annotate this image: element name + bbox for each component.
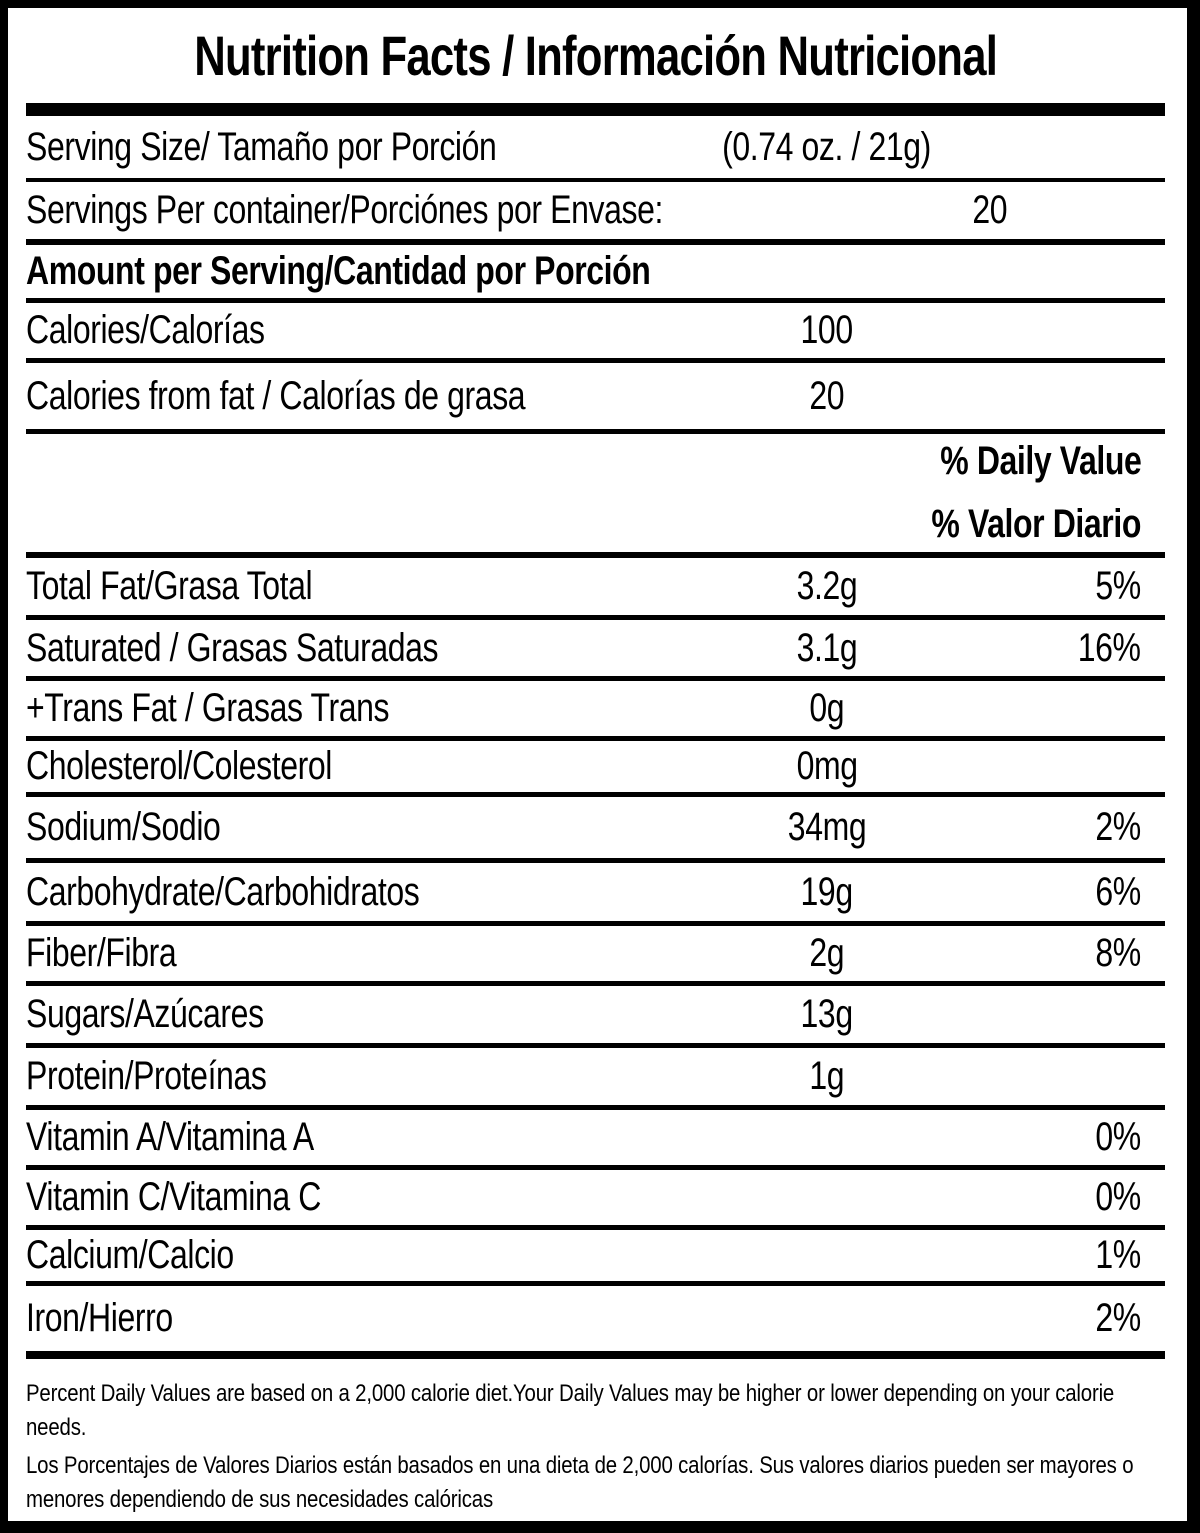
label-title-row: Nutrition Facts / Información Nutriciona… xyxy=(26,8,1165,103)
calories-value-cell: 100 xyxy=(659,308,995,353)
calories-label: Calories/Calorías xyxy=(26,308,265,352)
vitamin-a-label: Vitamin A/Vitamina A xyxy=(26,1115,314,1159)
calories-from-fat-label-cell: Calories from fat / Calorías de grasa xyxy=(26,374,659,419)
sugars-label: Sugars/Azúcares xyxy=(26,992,264,1036)
footnote-english: Percent Daily Values are based on a 2,00… xyxy=(26,1380,1115,1441)
nutrient-row-vitamin-a: Vitamin A/Vitamina A 0% xyxy=(26,1110,1165,1170)
iron-dv: 2% xyxy=(1095,1296,1142,1340)
servings-per-container-row: Servings Per container/Porciónes por Env… xyxy=(26,182,1165,245)
saturated-fat-label: Saturated / Grasas Saturadas xyxy=(26,625,439,670)
fiber-amount: 2g xyxy=(809,931,845,975)
total-fat-label: Total Fat/Grasa Total xyxy=(26,564,313,608)
servings-per-container-label-cell: Servings Per container/Porciónes por Env… xyxy=(26,188,822,233)
daily-value-header-spanish: % Valor Diario xyxy=(931,502,1141,546)
servings-per-container-label: Servings Per container/Porciónes por Env… xyxy=(26,188,663,232)
calories-row: Calories/Calorías 100 xyxy=(26,303,1165,363)
amount-per-serving-header-row: Amount per Serving/Cantidad por Porción xyxy=(26,245,1165,303)
calories-label-cell: Calories/Calorías xyxy=(26,308,659,353)
sugars-amount: 13g xyxy=(800,992,854,1036)
serving-size-value-cell: (0.74 oz. / 21g) xyxy=(659,125,995,170)
nutrient-row-carbohydrate: Carbohydrate/Carbohidratos 19g 6% xyxy=(26,863,1165,926)
sodium-amount: 34mg xyxy=(787,805,867,849)
vitamin-c-dv: 0% xyxy=(1095,1175,1142,1219)
calcium-dv: 1% xyxy=(1095,1233,1142,1277)
protein-amount: 1g xyxy=(809,1054,845,1098)
fiber-dv: 8% xyxy=(1095,931,1142,975)
fiber-label: Fiber/Fibra xyxy=(26,931,177,975)
trans-fat-label: +Trans Fat / Grasas Trans xyxy=(26,686,390,730)
nutrient-row-protein: Protein/Proteínas 1g xyxy=(26,1048,1165,1110)
protein-label: Protein/Proteínas xyxy=(26,1054,267,1098)
nutrient-row-cholesterol: Cholesterol/Colesterol 0mg xyxy=(26,741,1165,797)
calcium-label: Calcium/Calcio xyxy=(26,1233,234,1277)
nutrient-row-calcium: Calcium/Calcio 1% xyxy=(26,1230,1165,1286)
label-title: Nutrition Facts / Información Nutriciona… xyxy=(194,24,998,87)
serving-size-dv-cell xyxy=(995,125,1165,170)
nutrient-row-total-fat: Total Fat/Grasa Total 3.2g 5% xyxy=(26,558,1165,620)
calories-from-fat-value: 20 xyxy=(809,373,845,418)
carbohydrate-amount: 19g xyxy=(800,869,854,914)
cholesterol-label: Cholesterol/Colesterol xyxy=(26,744,333,788)
footnotes-section: Percent Daily Values are based on a 2,00… xyxy=(26,1359,1165,1517)
amount-per-serving-header: Amount per Serving/Cantidad por Porción xyxy=(26,249,651,293)
nutrient-row-fiber: Fiber/Fibra 2g 8% xyxy=(26,926,1165,986)
sodium-label: Sodium/Sodio xyxy=(26,805,221,849)
serving-size-value: (0.74 oz. / 21g) xyxy=(722,124,932,169)
daily-value-header-english: % Daily Value xyxy=(939,439,1142,483)
iron-label: Iron/Hierro xyxy=(26,1296,173,1340)
cholesterol-amount: 0mg xyxy=(796,744,858,788)
nutrient-row-iron: Iron/Hierro 2% xyxy=(26,1286,1165,1359)
calories-from-fat-row: Calories from fat / Calorías de grasa 20 xyxy=(26,363,1165,434)
servings-per-container-value: 20 xyxy=(972,188,1008,232)
calories-from-fat-label: Calories from fat / Calorías de grasa xyxy=(26,373,526,418)
amount-per-serving-header-cell: Amount per Serving/Cantidad por Porción xyxy=(26,249,807,294)
calories-value: 100 xyxy=(800,308,854,352)
serving-size-label: Serving Size/ Tamaño por Porción xyxy=(26,124,497,169)
nutrient-row-sugars: Sugars/Azúcares 13g xyxy=(26,986,1165,1048)
vitamin-c-label: Vitamin C/Vitamina C xyxy=(26,1175,321,1219)
nutrient-row-vitamin-c: Vitamin C/Vitamina C 0% xyxy=(26,1170,1165,1230)
footnote-spanish: Los Porcentajes de Valores Diarios están… xyxy=(26,1452,1134,1513)
sodium-dv: 2% xyxy=(1095,805,1142,849)
vitamin-a-dv: 0% xyxy=(1095,1115,1142,1159)
nutrient-row-saturated-fat: Saturated / Grasas Saturadas 3.1g 16% xyxy=(26,620,1165,681)
total-fat-dv: 5% xyxy=(1095,564,1142,608)
carbohydrate-dv: 6% xyxy=(1095,869,1142,914)
servings-per-container-value-cell: 20 xyxy=(822,188,1158,233)
carbohydrate-label: Carbohydrate/Carbohidratos xyxy=(26,869,420,914)
trans-fat-amount: 0g xyxy=(809,686,845,730)
nutrient-row-sodium: Sodium/Sodio 34mg 2% xyxy=(26,797,1165,863)
label-inner: Nutrition Facts / Información Nutriciona… xyxy=(8,8,1187,1521)
title-separator-bar xyxy=(26,103,1165,116)
total-fat-amount: 3.2g xyxy=(796,564,858,608)
saturated-fat-dv: 16% xyxy=(1078,625,1141,670)
calories-from-fat-value-cell: 20 xyxy=(659,374,995,419)
daily-value-header: % Daily Value % Valor Diario xyxy=(26,434,1165,558)
saturated-fat-amount: 3.1g xyxy=(796,625,858,670)
nutrient-row-trans-fat: +Trans Fat / Grasas Trans 0g xyxy=(26,681,1165,741)
serving-size-label-cell: Serving Size/ Tamaño por Porción xyxy=(26,125,659,170)
serving-size-row: Serving Size/ Tamaño por Porción (0.74 o… xyxy=(26,116,1165,182)
